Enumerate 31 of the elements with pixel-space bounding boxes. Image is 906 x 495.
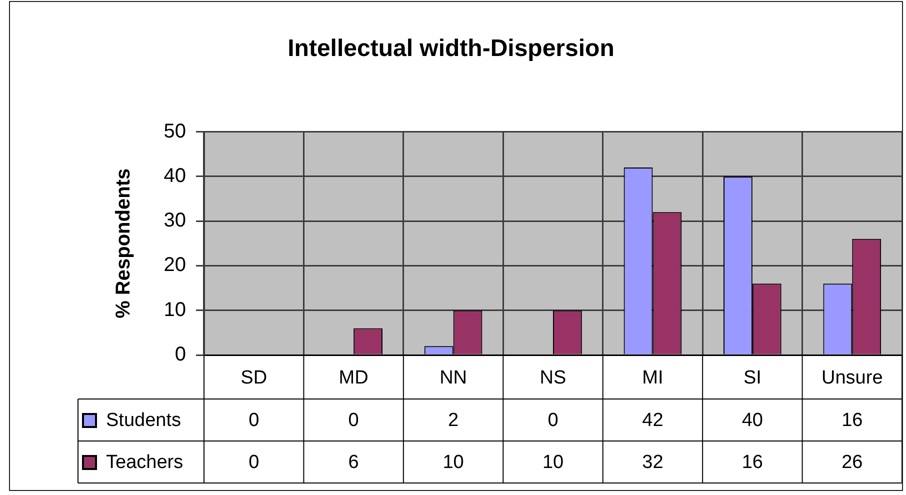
x-tick-label: NN — [440, 368, 468, 389]
data-label: 0 — [548, 410, 558, 432]
data-label: 16 — [842, 410, 863, 432]
data-label: 0 — [348, 410, 359, 432]
data-label: 6 — [348, 452, 359, 474]
data-label: 0 — [248, 410, 260, 432]
x-tick-label: MD — [338, 368, 368, 389]
legend-label: Teachers — [106, 452, 184, 474]
data-label: 2 — [448, 410, 459, 432]
y-tick-label: 0 — [174, 344, 186, 366]
data-label: 16 — [742, 452, 763, 474]
data-label: 10 — [442, 452, 464, 474]
y-tick-label: 20 — [164, 254, 186, 276]
data-label: 10 — [542, 452, 564, 474]
data-label: 26 — [842, 452, 863, 474]
x-tick-label: MI — [642, 368, 664, 389]
y-tick-label: 30 — [164, 210, 186, 232]
data-label: 42 — [642, 410, 664, 432]
y-axis-title: % Respondents — [112, 168, 135, 318]
x-tick-label: SI — [743, 368, 762, 389]
x-tick-label: Unsure — [822, 368, 883, 389]
x-tick-label: SD — [240, 368, 268, 389]
chart-title: Intellectual width-Dispersion — [288, 35, 614, 62]
x-tick-label: NS — [540, 368, 566, 389]
y-tick-label: 10 — [164, 298, 186, 321]
legend-label: Students — [106, 410, 181, 432]
y-tick-label: 50 — [164, 120, 186, 142]
data-label: 32 — [642, 452, 664, 474]
data-label: 0 — [248, 452, 260, 474]
data-label: 40 — [742, 410, 763, 432]
y-tick-label: 40 — [164, 164, 186, 187]
